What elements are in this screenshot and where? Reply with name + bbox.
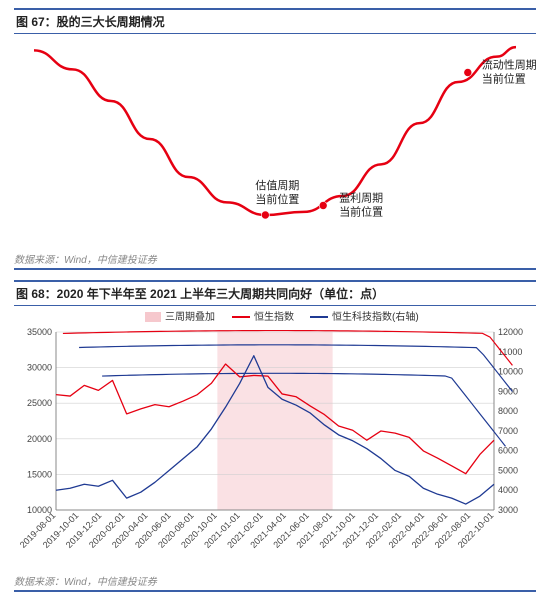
svg-text:35000: 35000 — [27, 327, 52, 337]
panel-67-source: 数据来源：Wind，中信建投证券 — [14, 251, 536, 270]
svg-text:3000: 3000 — [498, 505, 518, 515]
svg-text:流动性周期: 流动性周期 — [482, 58, 536, 72]
svg-text:估值周期: 估值周期 — [255, 179, 299, 192]
cycle-curve-chart: 估值周期当前位置盈利周期当前位置流动性周期当前位置 — [14, 34, 536, 244]
panel-67: 图 67：股的三大长周期情况 估值周期当前位置盈利周期当前位置流动性周期当前位置… — [14, 8, 536, 270]
svg-text:当前位置: 当前位置 — [339, 205, 383, 219]
panel-68: 图 68：2020 年下半年至 2021 上半年三大周期共同向好（单位：点） 1… — [14, 280, 536, 592]
panel-68-source: 数据来源：Wind，中信建投证券 — [14, 573, 536, 592]
svg-text:6000: 6000 — [498, 446, 518, 456]
svg-text:12000: 12000 — [498, 327, 523, 337]
svg-text:9000: 9000 — [498, 386, 518, 396]
svg-text:盈利周期: 盈利周期 — [339, 192, 383, 205]
panel-68-title: 图 68：2020 年下半年至 2021 上半年三大周期共同向好（单位：点） — [14, 280, 536, 306]
svg-text:20000: 20000 — [27, 434, 52, 444]
svg-text:10000: 10000 — [498, 367, 523, 377]
svg-text:25000: 25000 — [27, 398, 52, 408]
svg-text:恒生科技指数(右轴): 恒生科技指数(右轴) — [332, 310, 419, 323]
svg-text:三周期叠加: 三周期叠加 — [165, 311, 215, 323]
svg-text:4000: 4000 — [498, 485, 518, 495]
svg-text:恒生指数: 恒生指数 — [254, 310, 294, 323]
svg-text:7000: 7000 — [498, 426, 518, 436]
svg-text:30000: 30000 — [27, 363, 52, 373]
svg-text:15000: 15000 — [27, 469, 52, 479]
svg-text:当前位置: 当前位置 — [482, 72, 526, 86]
svg-text:8000: 8000 — [498, 406, 518, 416]
svg-text:5000: 5000 — [498, 465, 518, 475]
svg-text:当前位置: 当前位置 — [255, 192, 299, 206]
index-overlay-chart: 10000 15000 20000 25000 30000 35000 3000 4000 50… — [14, 306, 536, 566]
panel-67-title: 图 67：股的三大长周期情况 — [14, 8, 536, 34]
